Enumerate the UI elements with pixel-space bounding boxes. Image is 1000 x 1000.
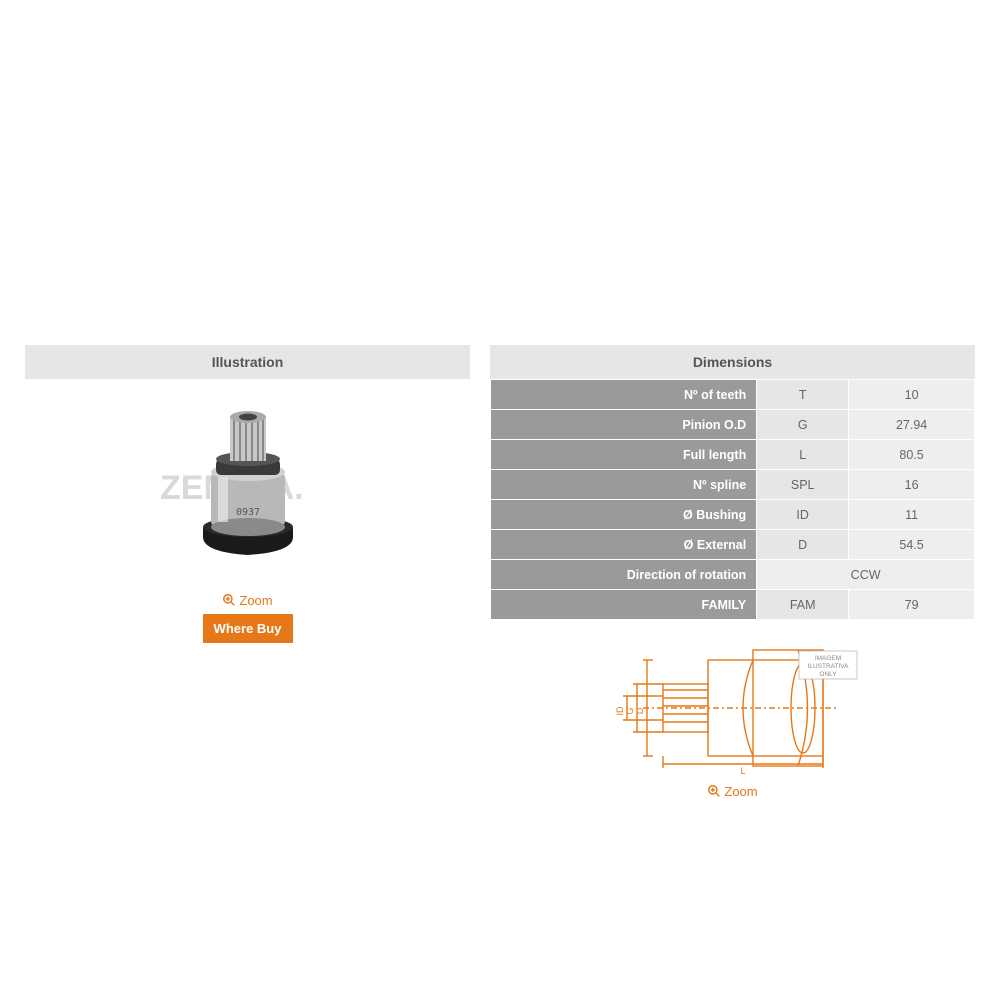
- dim-value: 79: [849, 590, 975, 620]
- table-row: Pinion O.DG27.94: [491, 410, 975, 440]
- zoom-diagram-link[interactable]: Zoom: [490, 782, 975, 805]
- dim-code: D: [757, 530, 849, 560]
- zoom-label: Zoom: [239, 593, 272, 608]
- svg-text:ONLY: ONLY: [819, 671, 837, 678]
- table-row: Ø ExternalD54.5: [491, 530, 975, 560]
- dim-value: 16: [849, 470, 975, 500]
- dimensions-panel: Dimensions Nº of teethT10Pinion O.DG27.9…: [490, 345, 975, 805]
- table-row: Nº of teethT10: [491, 380, 975, 410]
- dim-code: ID: [757, 500, 849, 530]
- technical-diagram: D G ID L IMAGEM ILUSTRATIVA ONLY: [603, 638, 863, 778]
- dim-value: 10: [849, 380, 975, 410]
- table-row: Direction of rotationCCW: [491, 560, 975, 590]
- dim-label-D: D: [635, 707, 645, 714]
- dimensions-table: Nº of teethT10Pinion O.DG27.94Full lengt…: [490, 379, 975, 620]
- illustration-panel: Illustration ZEN S.A. 0937: [25, 345, 470, 805]
- dim-value: CCW: [757, 560, 975, 590]
- dim-value: 11: [849, 500, 975, 530]
- dim-label-L: L: [740, 766, 745, 776]
- dim-label: Ø External: [491, 530, 757, 560]
- product-photo: ZEN S.A. 0937: [148, 387, 348, 587]
- dim-label: Nº of teeth: [491, 380, 757, 410]
- svg-text:0937: 0937: [235, 507, 259, 518]
- dim-value: 80.5: [849, 440, 975, 470]
- illustration-only-badge: IMAGEM ILUSTRATIVA ONLY: [799, 651, 857, 679]
- table-row: FAMILYFAM79: [491, 590, 975, 620]
- zoom-label: Zoom: [724, 784, 757, 799]
- zoom-illustration-link[interactable]: Zoom: [25, 591, 470, 614]
- dim-label: Nº spline: [491, 470, 757, 500]
- dim-label: Ø Bushing: [491, 500, 757, 530]
- svg-text:ILUSTRATIVA: ILUSTRATIVA: [807, 663, 849, 670]
- illustration-header: Illustration: [25, 345, 470, 379]
- dim-label: FAMILY: [491, 590, 757, 620]
- where-buy-button[interactable]: Where Buy: [203, 614, 293, 643]
- table-row: Nº splineSPL16: [491, 470, 975, 500]
- dimensions-header: Dimensions: [490, 345, 975, 379]
- table-row: Ø BushingID11: [491, 500, 975, 530]
- dim-code: FAM: [757, 590, 849, 620]
- dim-label: Direction of rotation: [491, 560, 757, 590]
- dim-label-ID: ID: [615, 706, 625, 716]
- dim-label-G: G: [625, 707, 635, 714]
- dim-value: 27.94: [849, 410, 975, 440]
- dim-value: 54.5: [849, 530, 975, 560]
- dim-code: SPL: [757, 470, 849, 500]
- dim-code: L: [757, 440, 849, 470]
- table-row: Full lengthL80.5: [491, 440, 975, 470]
- svg-text:IMAGEM: IMAGEM: [814, 655, 840, 662]
- dim-code: G: [757, 410, 849, 440]
- zoom-icon: [707, 784, 721, 798]
- dim-label: Full length: [491, 440, 757, 470]
- product-spec-container: Illustration ZEN S.A. 0937: [25, 345, 975, 805]
- dim-label: Pinion O.D: [491, 410, 757, 440]
- dim-code: T: [757, 380, 849, 410]
- zoom-icon: [222, 593, 236, 607]
